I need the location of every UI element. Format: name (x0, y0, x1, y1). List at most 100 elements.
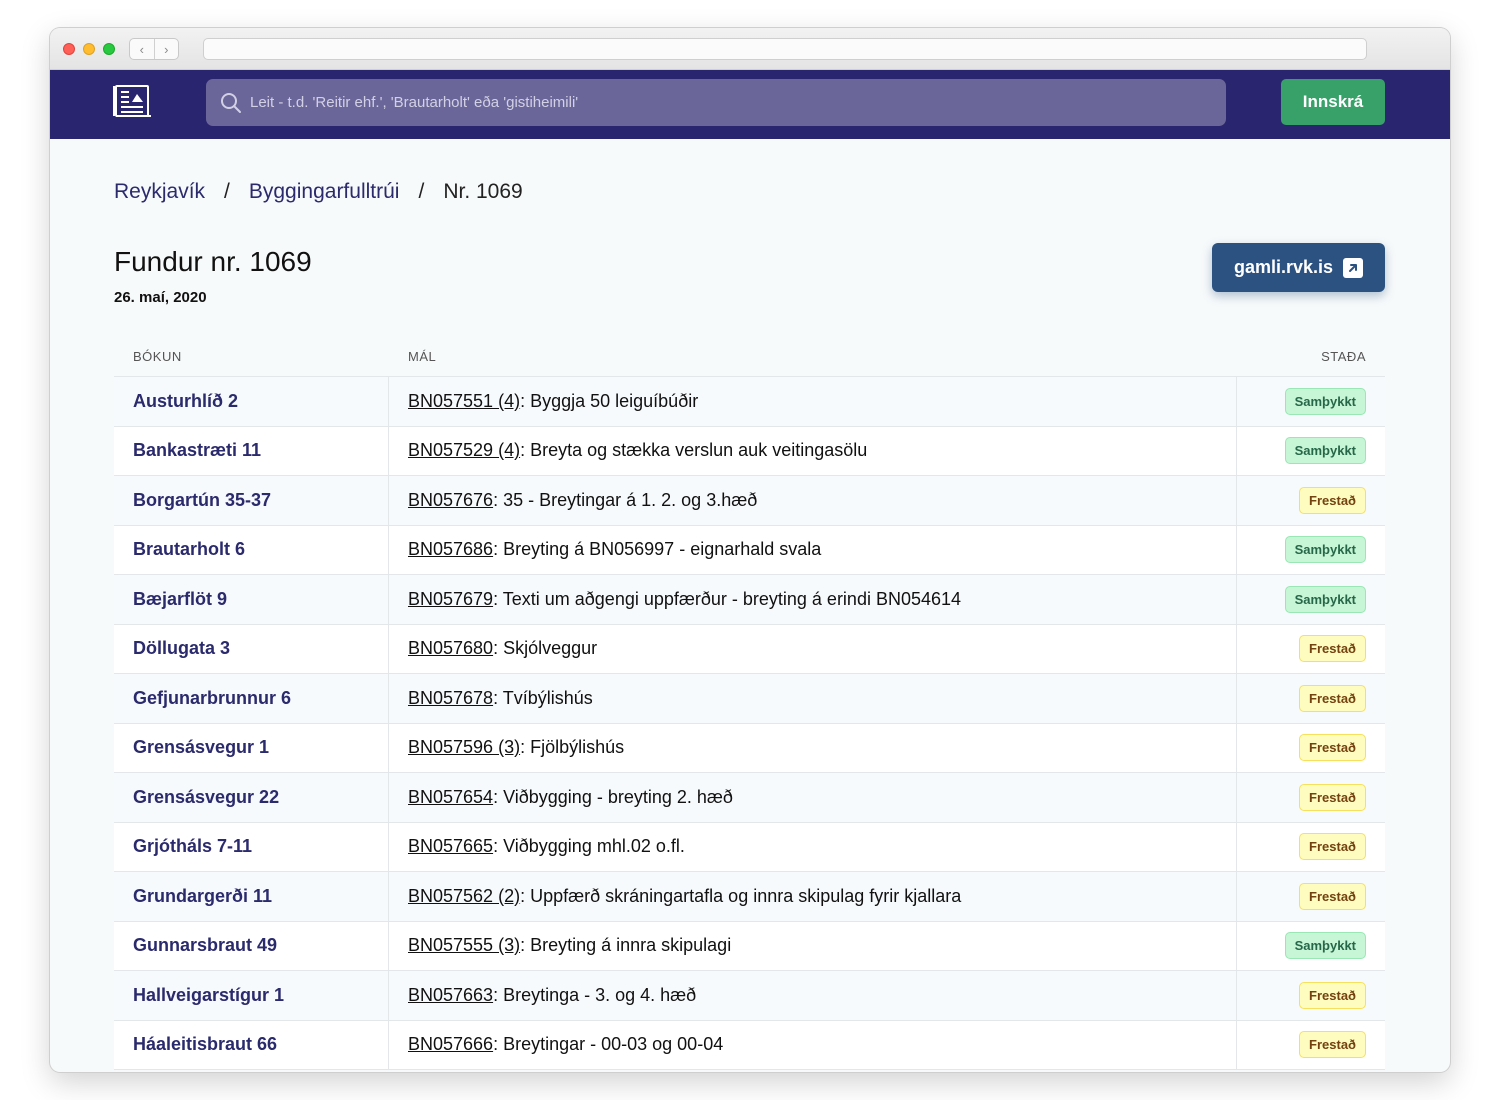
status-cell: Frestað (1237, 674, 1385, 723)
table-row: Austurhlíð 2 BN057551 (4): Byggja 50 leig… (114, 377, 1385, 427)
external-source-button[interactable]: gamli.rvk.is (1212, 243, 1385, 292)
status-cell: Samþykkt (1237, 922, 1385, 971)
close-window-button[interactable] (63, 43, 75, 55)
status-badge: Frestað (1299, 684, 1366, 712)
address-link[interactable]: Brautarholt 6 (114, 525, 389, 574)
case-cell: BN057663 : Breytinga - 3. og 4. hæð (389, 971, 1237, 1020)
maximize-window-button[interactable] (103, 43, 115, 55)
app-header: Innskrá (50, 70, 1450, 139)
case-cell: BN057680 : Skjólveggur (389, 624, 1237, 673)
meeting-date: 26. maí, 2020 (114, 289, 207, 306)
status-cell: Frestað (1237, 724, 1385, 773)
status-badge: Frestað (1299, 981, 1366, 1009)
status-cell: Samþykkt (1237, 575, 1385, 624)
chevron-right-icon[interactable]: › (164, 41, 169, 57)
case-id-link[interactable]: BN057551 (4) (408, 390, 521, 411)
column-header-bokun: BÓKUN (133, 349, 182, 364)
status-badge: Samþykkt (1284, 437, 1366, 465)
breadcrumb-city-link[interactable]: Reykjavík (114, 180, 206, 203)
address-link[interactable]: Bæjarflöt 9 (114, 575, 389, 624)
case-description: : Uppfærð skráningartafla og innra skipu… (520, 885, 962, 906)
case-cell: BN057676 : 35 - Breytingar á 1. 2. og 3.… (389, 476, 1237, 525)
status-cell: Frestað (1237, 625, 1385, 674)
case-cell: BN057654 : Viðbygging - breyting 2. hæð (389, 773, 1237, 822)
logo-icon[interactable] (113, 83, 153, 121)
breadcrumb-separator: / (224, 180, 230, 203)
case-id-link[interactable]: BN057665 (408, 836, 494, 857)
status-cell: Samþykkt (1237, 526, 1385, 575)
case-id-link[interactable]: BN057666 (408, 1034, 494, 1055)
case-id-link[interactable]: BN057678 (408, 687, 494, 708)
case-description: : 35 - Breytingar á 1. 2. og 3.hæð (493, 489, 758, 510)
cases-table: Austurhlíð 2 BN057551 (4): Byggja 50 leig… (114, 376, 1385, 1070)
address-link[interactable]: Austurhlíð 2 (114, 377, 389, 426)
case-description: : Byggja 50 leiguíbúðir (520, 390, 699, 411)
breadcrumb-office-link[interactable]: Byggingarfulltrúi (248, 180, 400, 203)
status-cell: Frestað (1237, 872, 1385, 921)
table-row: Grensásvegur 22 BN057654 : Viðbygging - b… (114, 773, 1385, 823)
table-row: Brautarholt 6 BN057686 : Breyting á BN056… (114, 525, 1385, 575)
status-badge: Frestað (1299, 882, 1366, 910)
breadcrumb-current: Nr. 1069 (443, 180, 523, 203)
table-row: Gefjunarbrunnur 6 BN057678 : Tvíbýlishús F… (114, 674, 1385, 724)
case-id-link[interactable]: BN057679 (408, 588, 494, 609)
address-bar[interactable] (203, 38, 1367, 60)
address-link[interactable]: Gefjunarbrunnur 6 (114, 674, 389, 723)
case-id-link[interactable]: BN057663 (408, 984, 494, 1005)
address-link[interactable]: Grensásvegur 1 (114, 723, 389, 772)
case-cell: BN057562 (2): Uppfærð skráningartafla og… (389, 872, 1237, 921)
status-badge: Frestað (1299, 1031, 1366, 1059)
chevron-left-icon[interactable]: ‹ (130, 39, 155, 59)
address-link[interactable]: Háaleitisbraut 66 (114, 1020, 389, 1069)
case-id-link[interactable]: BN057596 (3) (408, 737, 521, 758)
address-link[interactable]: Döllugata 3 (114, 624, 389, 673)
case-description: : Tvíbýlishús (493, 687, 593, 708)
table-row: Döllugata 3 BN057680 : Skjólveggur Frestað (114, 624, 1385, 674)
status-cell: Frestað (1237, 1021, 1385, 1070)
status-badge: Samþykkt (1284, 585, 1366, 613)
case-cell: BN057596 (3): Fjölbýlishús (389, 723, 1237, 772)
case-id-link[interactable]: BN057676 (408, 489, 494, 510)
case-description: : Texti um aðgengi uppfærður - breyting … (493, 588, 962, 609)
address-link[interactable]: Grundargerði 11 (114, 872, 389, 921)
browser-titlebar: ‹ › (50, 28, 1450, 70)
table-row: Gunnarsbraut 49 BN057555 (3): Breyting á … (114, 921, 1385, 971)
table-row: Bæjarflöt 9 BN057679 : Texti um aðgengi u… (114, 575, 1385, 625)
address-link[interactable]: Borgartún 35-37 (114, 476, 389, 525)
case-id-link[interactable]: BN057555 (3) (408, 935, 521, 956)
case-description: : Viðbygging - breyting 2. hæð (493, 786, 733, 807)
status-badge: Frestað (1299, 734, 1366, 762)
case-id-link[interactable]: BN057562 (2) (408, 885, 521, 906)
table-row: Borgartún 35-37 BN057676 : 35 - Breytinga… (114, 476, 1385, 526)
table-row: Bankastræti 11 BN057529 (4): Breyta og st… (114, 426, 1385, 476)
search-icon (221, 92, 241, 113)
status-cell: Samþykkt (1237, 427, 1385, 476)
table-header: BÓKUN MÁL STAÐA (114, 345, 1385, 375)
column-header-mal: MÁL (408, 349, 437, 364)
external-source-label: gamli.rvk.is (1233, 257, 1334, 277)
case-id-link[interactable]: BN057680 (408, 638, 494, 659)
search-box[interactable] (206, 79, 1226, 126)
login-button[interactable]: Innskrá (1281, 79, 1385, 125)
case-description: : Viðbygging mhl.02 o.fl. (493, 836, 685, 857)
page-title: Fundur nr. 1069 (114, 246, 312, 277)
case-id-link[interactable]: BN057686 (408, 539, 494, 560)
case-id-link[interactable]: BN057529 (4) (408, 440, 521, 461)
status-badge: Frestað (1299, 783, 1366, 811)
minimize-window-button[interactable] (83, 43, 95, 55)
address-link[interactable]: Grensásvegur 22 (114, 773, 389, 822)
address-link[interactable]: Bankastræti 11 (114, 426, 389, 475)
case-cell: BN057551 (4): Byggja 50 leiguíbúðir (389, 377, 1237, 426)
address-link[interactable]: Gunnarsbraut 49 (114, 921, 389, 970)
breadcrumb: Reykjavík / Byggingarfulltrúi / Nr. 1069 (114, 180, 523, 204)
address-link[interactable]: Grjótháls 7-11 (114, 822, 389, 871)
table-row: Grundargerði 11 BN057562 (2): Uppfærð skr… (114, 872, 1385, 922)
case-id-link[interactable]: BN057654 (408, 786, 494, 807)
case-cell: BN057555 (3): Breyting á innra skipulagi (389, 921, 1237, 970)
address-link[interactable]: Hallveigarstígur 1 (114, 971, 389, 1020)
case-description: : Breyting á innra skipulagi (520, 935, 732, 956)
status-cell: Frestað (1237, 773, 1385, 822)
main-content: Reykjavík / Byggingarfulltrúi / Nr. 1069… (50, 139, 1450, 1072)
search-input[interactable] (250, 94, 1190, 111)
case-cell: BN057686 : Breyting á BN056997 - eignarh… (389, 525, 1237, 574)
